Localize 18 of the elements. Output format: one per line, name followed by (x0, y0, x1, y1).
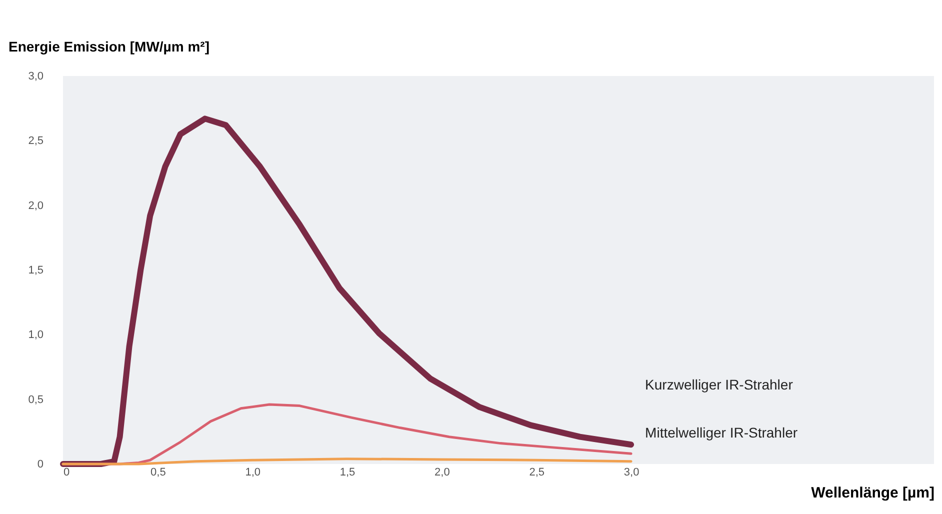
y-tick-label: 0 (37, 458, 44, 470)
x-tick-label: 1,0 (245, 466, 260, 478)
y-tick-label: 1,0 (28, 329, 44, 342)
y-tick-label: 3,0 (28, 70, 44, 82)
x-tick-label: 3,0 (624, 466, 640, 478)
x-tick-label: 0,5 (150, 466, 166, 478)
y-axis-title: Energie Emission [MW/µm m²] (8, 38, 210, 54)
y-tick-label: 2,0 (28, 200, 44, 212)
x-tick-label: 0 (64, 466, 70, 478)
x-tick-label: 2,0 (434, 466, 450, 478)
x-tick-label: 1,5 (340, 466, 356, 478)
x-tick-label: 2,5 (529, 466, 545, 478)
y-tick-label: 0,5 (28, 394, 44, 406)
text: Kurzwelliger IR-Strahler (645, 376, 794, 393)
series-label: Mittelwelliger IR-Strahler (645, 424, 798, 440)
x-axis-title: Wellenlänge [µm] (811, 484, 934, 502)
y-tick-label: 1,5 (28, 264, 44, 276)
y-tick-label: 2,5 (28, 135, 44, 148)
